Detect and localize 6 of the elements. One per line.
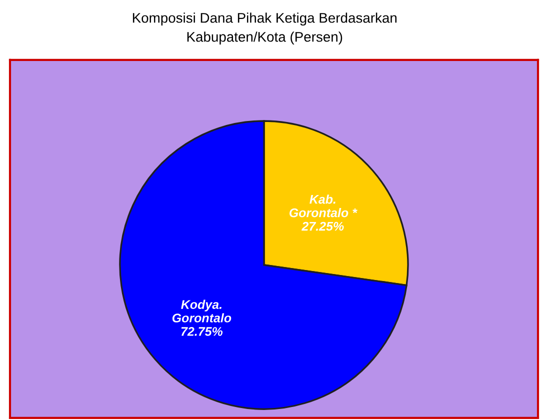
slice-label: Kodya. Gorontalo <box>172 300 232 322</box>
chart-title: Komposisi Dana Pihak Ketiga Berdasarkan Kabupaten/Kota (Persen) <box>132 12 396 45</box>
data-label: 27.25% <box>302 222 344 231</box>
data-label: 72.75% <box>181 327 223 336</box>
pie-slice <box>119 120 408 410</box>
slice-label: Kab. Gorontalo * <box>290 194 358 218</box>
